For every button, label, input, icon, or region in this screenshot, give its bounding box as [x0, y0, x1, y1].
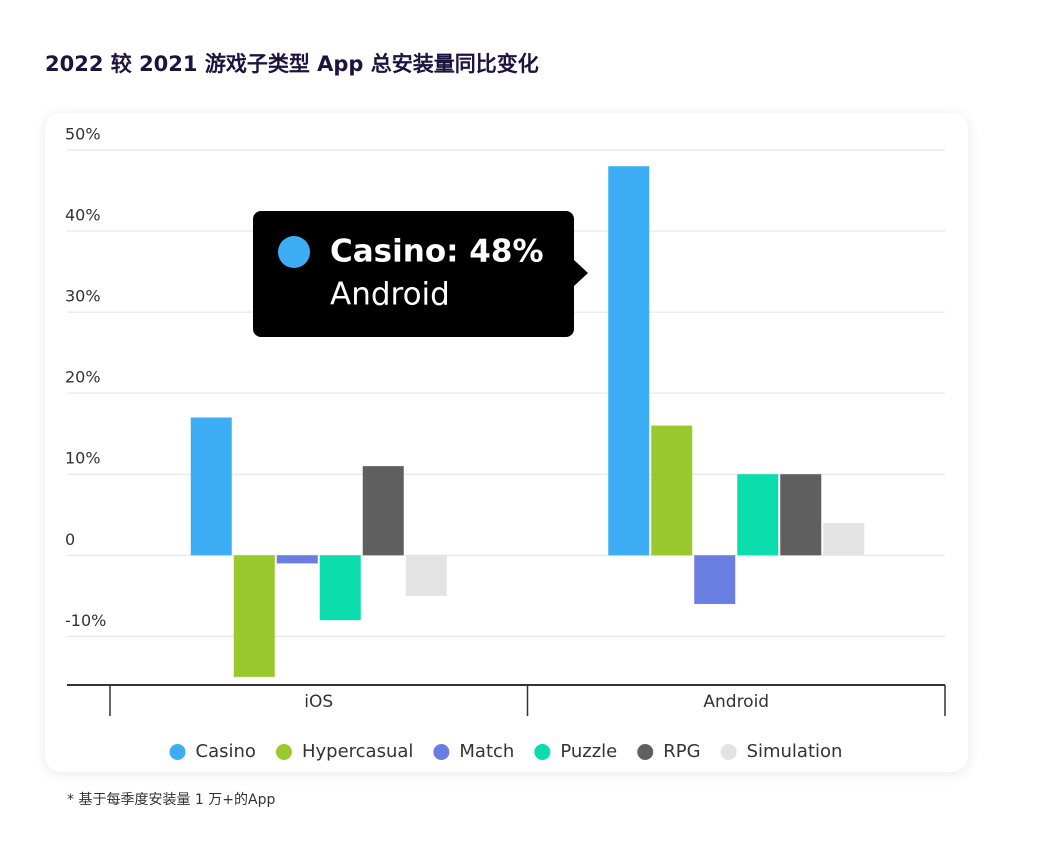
bar: [651, 425, 693, 556]
legend: Casino Hypercasual Match Puzzle RPG Simulatio…: [169, 741, 843, 762]
x-tick-label: iOS: [304, 692, 333, 712]
bar: [737, 474, 779, 556]
y-tick-label: -10%: [65, 611, 106, 630]
tooltip-subtitle: Android: [330, 277, 450, 313]
legend-label: Simulation: [747, 741, 843, 762]
legend-marker: [637, 744, 654, 760]
chart-title: 2022 较 2021 游戏子类型 App 总安装量同比变化: [45, 52, 539, 76]
bar: [276, 555, 318, 564]
y-tick-label: 40%: [65, 206, 101, 225]
bar: [780, 474, 822, 556]
y-tick-label: 50%: [65, 125, 101, 144]
y-tick-label: 30%: [65, 287, 101, 306]
tooltip-marker: [278, 236, 310, 268]
legend-marker: [433, 744, 450, 760]
bar: [694, 555, 736, 604]
legend-label: Puzzle: [560, 741, 617, 762]
tooltip-title: Casino: 48%: [330, 234, 544, 270]
legend-marker: [720, 744, 737, 760]
x-tick-label: Android: [703, 692, 769, 712]
legend-label: Casino: [196, 741, 256, 762]
legend-marker: [275, 744, 292, 760]
bar: [362, 466, 404, 556]
y-tick-label: 20%: [65, 368, 101, 387]
tooltip-arrow: [574, 260, 588, 286]
legend-marker: [534, 744, 551, 760]
tooltip-box: [253, 211, 574, 337]
bar: [233, 555, 275, 677]
bar: [608, 166, 650, 556]
legend-label: RPG: [663, 741, 700, 762]
footnote: * 基于每季度安装量 1 万+的App: [67, 791, 275, 808]
bar: [319, 555, 361, 621]
y-tick-label: 10%: [65, 449, 101, 468]
legend-label: Match: [459, 741, 514, 762]
legend-label: Hypercasual: [302, 741, 413, 762]
legend-marker: [169, 744, 186, 760]
tooltip: Casino: 48% Android: [253, 211, 588, 337]
bar: [190, 417, 232, 556]
bar: [405, 555, 447, 596]
y-tick-label: 0: [65, 530, 75, 549]
bar: [823, 522, 865, 556]
